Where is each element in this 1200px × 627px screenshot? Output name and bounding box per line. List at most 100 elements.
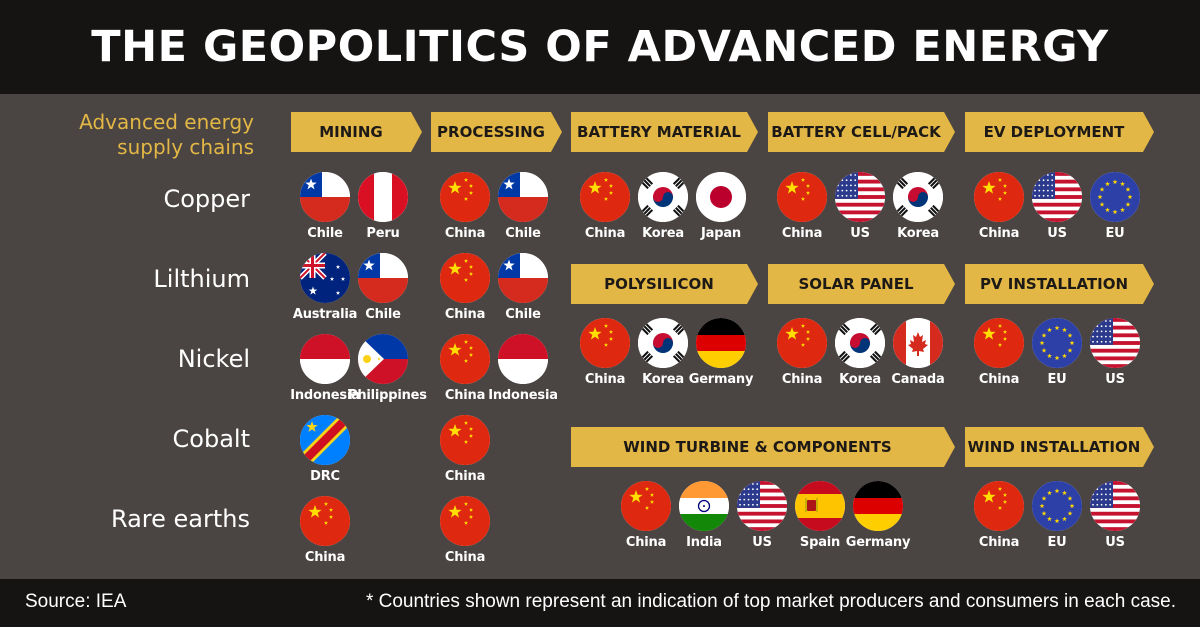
country-label: China [584, 372, 626, 387]
country-label: China [978, 372, 1020, 387]
spain-flag-icon [795, 481, 845, 531]
country-label: China [978, 535, 1020, 550]
country-label: EU [1047, 372, 1067, 387]
solar-panel-canada: Canada [883, 318, 953, 387]
stage-wind-turbine: WIND TURBINE & COMPONENTS [571, 427, 955, 467]
indonesia-flag-icon [300, 334, 350, 384]
processing-nickel-china: China [430, 334, 500, 403]
china-flag-icon [440, 334, 490, 384]
source-text: Source: IEA [25, 591, 127, 612]
stage-mining: MINING [291, 112, 422, 152]
country-label: EU [1105, 226, 1125, 241]
country-label: Australia [292, 307, 358, 322]
stage-pv-installation-label: PV INSTALLATION [979, 275, 1129, 293]
country-label: Canada [891, 372, 945, 387]
us-flag-icon [1090, 481, 1140, 531]
us-flag-icon [835, 172, 885, 222]
country-label: US [1047, 226, 1067, 241]
country-label: China [444, 550, 486, 565]
header-band [0, 0, 1200, 94]
china-flag-icon [440, 496, 490, 546]
country-label: Germany [845, 535, 911, 550]
country-label: India [686, 535, 722, 550]
china-flag-icon [580, 172, 630, 222]
footnote: * Countries shown represent an indicatio… [365, 591, 1176, 612]
polysilicon-korea: Korea [628, 318, 698, 387]
wind-installation-eu: EU [1022, 481, 1092, 550]
china-flag-icon [300, 496, 350, 546]
australia-flag-icon [300, 253, 350, 303]
country-label: China [781, 226, 823, 241]
chile-flag-icon [498, 172, 548, 222]
processing-nickel-indonesia: Indonesia [488, 334, 558, 403]
mineral-copper: Copper [163, 185, 250, 213]
country-label: China [781, 372, 823, 387]
country-label: Korea [897, 226, 939, 241]
mining-rare_earths-china: China [290, 496, 360, 565]
country-label: Chile [505, 307, 541, 322]
china-flag-icon [974, 481, 1024, 531]
polysilicon-china: China [570, 318, 640, 387]
country-label: China [978, 226, 1020, 241]
ev-deployment-eu: EU [1080, 172, 1150, 241]
mining-copper-peru: Peru [348, 172, 418, 241]
processing-rare_earths-china: China [430, 496, 500, 565]
mining-nickel-philippines: Philippines [348, 334, 427, 403]
korea-flag-icon [638, 318, 688, 368]
korea-flag-icon [638, 172, 688, 222]
korea-flag-icon [893, 172, 943, 222]
mining-lithium-australia: Australia [290, 253, 360, 322]
stage-wind-installation: WIND INSTALLATION [965, 427, 1154, 467]
country-label: China [444, 226, 486, 241]
country-label: China [304, 550, 346, 565]
country-label: Chile [365, 307, 401, 322]
stage-battery-material-label: BATTERY MATERIAL [577, 123, 741, 141]
battery-cell-korea: Korea [883, 172, 953, 241]
ev-deployment-china: China [964, 172, 1034, 241]
country-label: Korea [642, 372, 684, 387]
stage-ev-deployment-label: EV DEPLOYMENT [983, 123, 1125, 141]
korea-flag-icon [835, 318, 885, 368]
china-flag-icon [440, 415, 490, 465]
country-label: Indonesia [290, 388, 360, 403]
philippines-flag-icon [358, 334, 408, 384]
footer-band [0, 579, 1200, 627]
stage-battery-material: BATTERY MATERIAL [571, 112, 758, 152]
country-label: Germany [688, 372, 754, 387]
mining-copper-chile: Chile [290, 172, 360, 241]
ev-deployment-us: US [1022, 172, 1092, 241]
page-title: THE GEOPOLITICS OF ADVANCED ENERGY [91, 22, 1109, 72]
stage-processing: PROCESSING [431, 112, 562, 152]
china-flag-icon [440, 172, 490, 222]
stage-wind-turbine-label: WIND TURBINE & COMPONENTS [623, 438, 892, 456]
mining-cobalt-drc: DRC [290, 415, 360, 484]
country-label: Peru [366, 226, 400, 241]
eu-flag-icon [1032, 318, 1082, 368]
stage-battery-cell-pack: BATTERY CELL/PACK [768, 112, 955, 152]
stage-polysilicon: POLYSILICON [571, 264, 758, 304]
us-flag-icon [737, 481, 787, 531]
country-label: Indonesia [488, 388, 558, 403]
country-label: China [444, 388, 486, 403]
wind-turbine-china: China [611, 481, 681, 550]
solar-panel-china: China [767, 318, 837, 387]
country-label: China [444, 307, 486, 322]
battery-material-china: China [570, 172, 640, 241]
country-label: EU [1047, 535, 1067, 550]
japan-flag-icon [696, 172, 746, 222]
battery-cell-china: China [767, 172, 837, 241]
pv-installation-eu: EU [1022, 318, 1092, 387]
stage-solar-panel: SOLAR PANEL [768, 264, 955, 304]
wind-turbine-germany: Germany [843, 481, 913, 550]
germany-flag-icon [853, 481, 903, 531]
country-label: Korea [642, 226, 684, 241]
wind-turbine-us: US [727, 481, 797, 550]
mineral-cobalt: Cobalt [172, 425, 250, 453]
china-flag-icon [974, 318, 1024, 368]
country-label: Chile [505, 226, 541, 241]
canada-flag-icon [893, 318, 943, 368]
battery-material-japan: Japan [686, 172, 756, 241]
mining-nickel-indonesia: Indonesia [290, 334, 360, 403]
stage-solar-panel-label: SOLAR PANEL [798, 275, 914, 293]
processing-lithium-chile: Chile [488, 253, 558, 322]
